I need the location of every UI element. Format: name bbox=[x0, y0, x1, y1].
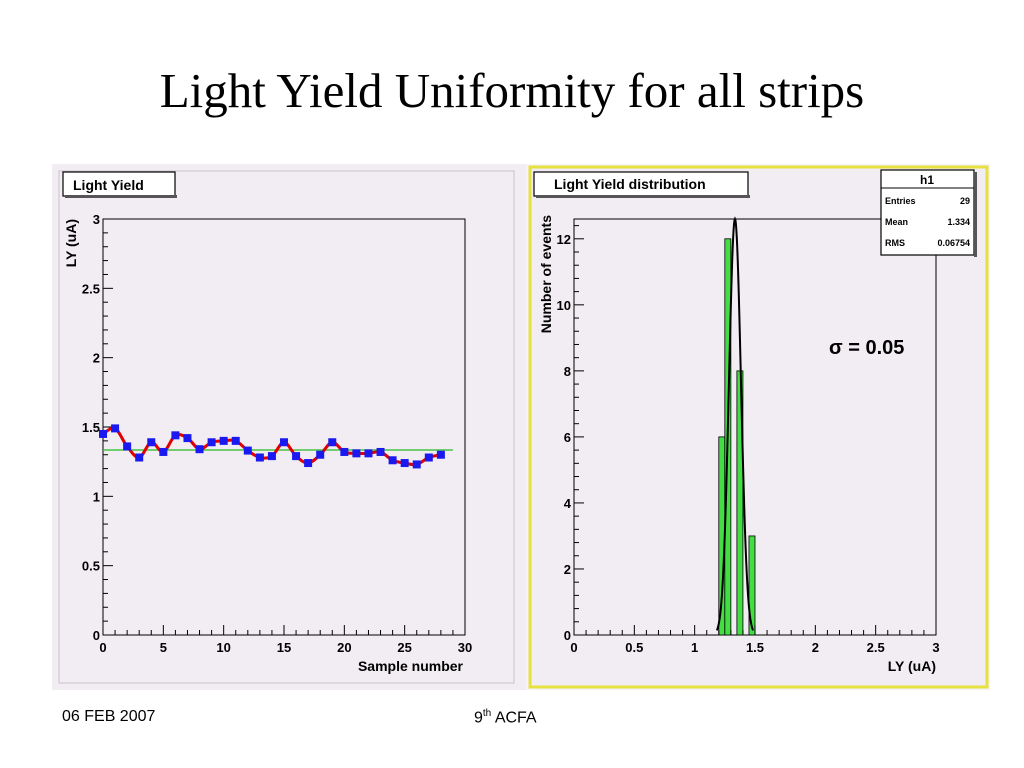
left-data-point bbox=[412, 460, 421, 469]
left-y-tick-label: 1.5 bbox=[82, 420, 100, 435]
left-data-point bbox=[207, 438, 216, 447]
stats-entries-label: Entries bbox=[885, 196, 916, 206]
right-y-tick-label: 10 bbox=[557, 298, 571, 313]
left-y-tick-label: 2.5 bbox=[82, 281, 100, 296]
left-data-point bbox=[183, 434, 192, 443]
left-data-point bbox=[340, 447, 349, 456]
left-data-point bbox=[352, 449, 361, 458]
right-title-shadow bbox=[536, 195, 750, 198]
stats-entries-value: 29 bbox=[960, 196, 970, 206]
stats-rms-value: 0.06754 bbox=[937, 238, 970, 248]
right-x-tick-label: 3 bbox=[932, 640, 939, 655]
right-chart-title: Light Yield distribution bbox=[554, 176, 706, 192]
left-data-point bbox=[388, 456, 397, 465]
footer-date: 06 FEB 2007 bbox=[62, 708, 156, 725]
left-data-point bbox=[400, 459, 409, 468]
left-x-tick-label: 30 bbox=[458, 640, 472, 655]
right-x-tick-label: 2 bbox=[812, 640, 819, 655]
right-y-tick-label: 0 bbox=[564, 628, 571, 643]
left-pad-frame bbox=[58, 170, 515, 684]
left-data-point bbox=[328, 438, 337, 447]
right-x-tick-label: 0.5 bbox=[625, 640, 643, 655]
right-title-box bbox=[533, 171, 749, 197]
left-x-axis-label: Sample number bbox=[358, 658, 464, 674]
histogram-bar bbox=[748, 535, 756, 636]
left-title-shadow bbox=[65, 195, 177, 198]
stats-box-shadow bbox=[974, 172, 977, 257]
left-x-tick-label: 0 bbox=[99, 640, 106, 655]
footer-event-ordinal: 9 bbox=[474, 709, 483, 727]
left-x-tick-label: 15 bbox=[277, 640, 291, 655]
footer-event-suffix: th bbox=[482, 708, 492, 719]
right-y-tick-label: 6 bbox=[564, 430, 571, 445]
stats-box: h1 Entries 29 Mean 1.334 RMS 0.06754 bbox=[880, 169, 977, 257]
left-data-point bbox=[135, 453, 144, 462]
right-x-tick-label: 2.5 bbox=[867, 640, 885, 655]
left-data-point bbox=[111, 424, 120, 433]
right-axis-tick-labels: 0 0.5 1 1.5 2 2.5 3 0 2 4 6 8 10 12 bbox=[557, 232, 940, 655]
left-x-tick-label: 20 bbox=[337, 640, 351, 655]
right-x-tick-label: 0 bbox=[570, 640, 577, 655]
right-x-tick-label: 1.5 bbox=[746, 640, 764, 655]
left-series-markers bbox=[99, 424, 445, 469]
stats-rms-label: RMS bbox=[885, 238, 905, 248]
left-title-box bbox=[62, 171, 176, 197]
sigma-annotation: σ = 0.05 bbox=[829, 337, 904, 359]
slide-title: Light Yield Uniformity for all strips bbox=[159, 63, 865, 118]
right-y-tick-label: 4 bbox=[564, 496, 572, 511]
right-chart: 0 0.5 1 1.5 2 2.5 3 0 2 4 6 8 10 12 Light Yield distr… bbox=[528, 165, 989, 689]
right-gauss-fit-curve bbox=[715, 216, 754, 631]
right-y-axis-label: Number of events bbox=[538, 215, 554, 333]
footer-event: 9th ACFA bbox=[474, 708, 537, 727]
left-data-point bbox=[195, 445, 204, 454]
right-y-tick-label: 8 bbox=[564, 364, 571, 379]
left-y-tick-label: 3 bbox=[93, 212, 100, 227]
left-data-point bbox=[436, 450, 445, 459]
stats-mean-label: Mean bbox=[885, 217, 908, 227]
left-data-point bbox=[376, 447, 385, 456]
left-chart-title: Light Yield bbox=[73, 177, 144, 193]
right-y-tick-label: 12 bbox=[557, 232, 571, 247]
footer-event-name: ACFA bbox=[494, 709, 537, 727]
left-data-point bbox=[304, 459, 313, 468]
left-data-point bbox=[243, 446, 252, 455]
left-data-point bbox=[424, 453, 433, 462]
left-x-tick-label: 25 bbox=[397, 640, 411, 655]
left-data-point bbox=[159, 447, 168, 456]
left-y-axis-label: LY (uA) bbox=[63, 219, 79, 267]
left-data-point bbox=[255, 453, 264, 462]
left-x-tick-label: 10 bbox=[216, 640, 230, 655]
stats-box-title: h1 bbox=[920, 173, 934, 187]
left-data-point bbox=[231, 436, 240, 445]
left-data-point bbox=[147, 438, 156, 447]
left-y-tick-label: 0 bbox=[93, 628, 100, 643]
left-data-point bbox=[99, 429, 107, 438]
stats-mean-value: 1.334 bbox=[947, 217, 970, 227]
left-x-tick-label: 5 bbox=[160, 640, 167, 655]
right-y-tick-label: 2 bbox=[564, 562, 571, 577]
left-axis-ticks bbox=[102, 218, 466, 636]
left-data-point bbox=[267, 452, 276, 461]
left-axis-tick-labels: 0 5 10 15 20 25 30 0 0.5 1 1.5 2 2.5 3 bbox=[82, 212, 472, 655]
left-data-point bbox=[364, 449, 373, 458]
left-data-point bbox=[316, 450, 325, 459]
left-y-tick-label: 0.5 bbox=[82, 559, 100, 574]
figure-canvas: 0 5 10 15 20 25 30 0 0.5 1 1.5 2 2.5 3 Light Yield Sa… bbox=[52, 164, 990, 690]
left-y-tick-label: 2 bbox=[93, 351, 100, 366]
left-pad-background bbox=[52, 164, 526, 690]
left-data-point bbox=[292, 452, 301, 461]
left-data-point bbox=[280, 438, 288, 447]
right-axis-ticks bbox=[573, 225, 937, 636]
left-chart: 0 5 10 15 20 25 30 0 0.5 1 1.5 2 2.5 3 Light Yield Sa… bbox=[52, 164, 526, 690]
left-data-point bbox=[171, 431, 180, 440]
left-data-point bbox=[219, 436, 228, 445]
right-x-axis-label: LY (uA) bbox=[888, 658, 936, 674]
right-x-tick-label: 1 bbox=[691, 640, 698, 655]
stats-box-frame bbox=[880, 169, 975, 256]
left-data-point bbox=[123, 442, 132, 451]
left-y-tick-label: 1 bbox=[93, 489, 100, 504]
